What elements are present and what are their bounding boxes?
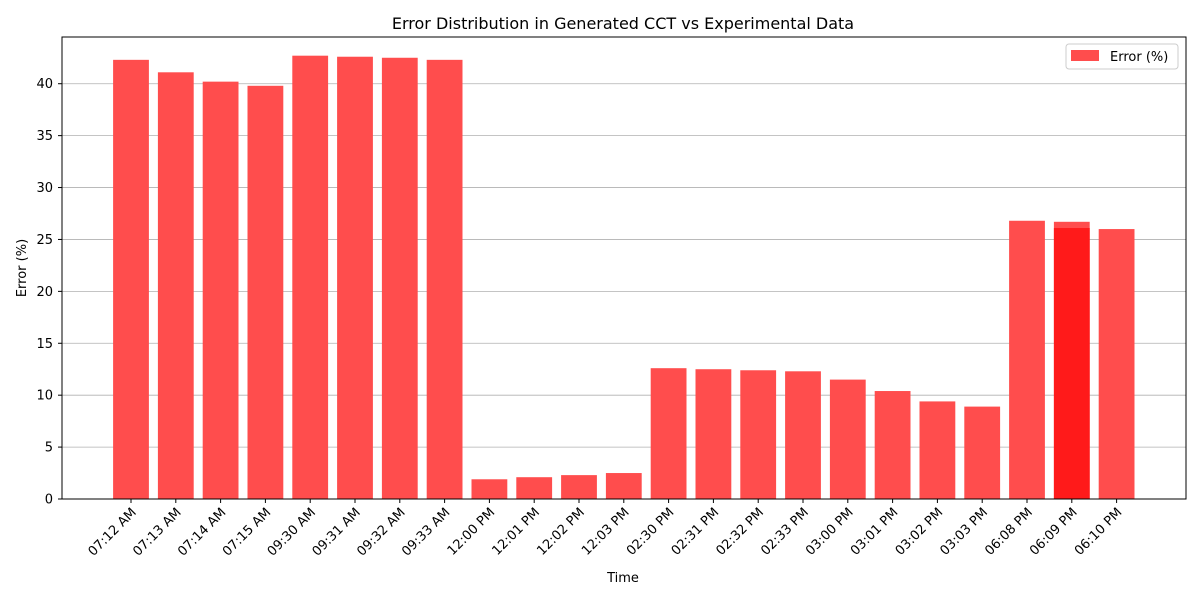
x-tick-label: 06:09 PM (1027, 505, 1080, 558)
y-tick-label: 20 (36, 285, 53, 300)
bar (561, 475, 597, 499)
bar (337, 56, 373, 500)
y-tick-label: 0 (45, 493, 53, 508)
x-tick-label: 03:00 PM (803, 505, 856, 558)
x-tick-label: 03:03 PM (938, 505, 991, 558)
x-axis-label: Time (606, 571, 639, 586)
bar (1098, 229, 1135, 499)
bar (785, 371, 821, 499)
y-axis: 0 5 10 15 20 25 30 35 40 (36, 77, 62, 508)
bar (426, 59, 463, 499)
bar (964, 406, 1001, 499)
y-tick-label: 40 (36, 77, 53, 92)
y-axis-label: Error (%) (15, 239, 30, 297)
y-tick-label: 25 (36, 233, 53, 248)
bar (1009, 220, 1045, 500)
bar (650, 368, 687, 499)
x-tick-label: 02:32 PM (714, 505, 767, 558)
bar (605, 473, 642, 499)
y-tick-label: 5 (45, 441, 53, 456)
bar (292, 55, 329, 499)
x-tick-label: 03:02 PM (893, 505, 946, 558)
x-tick-label: 03:01 PM (848, 505, 901, 558)
bars (113, 55, 1135, 500)
bar (695, 369, 732, 499)
bar (113, 59, 149, 499)
legend: Error (%) (1065, 43, 1179, 70)
chart-title: Error Distribution in Generated CCT vs E… (392, 14, 854, 33)
x-tick-label: 06:10 PM (1072, 505, 1125, 558)
y-tick-label: 15 (36, 337, 53, 352)
bar (471, 479, 508, 499)
bar (516, 477, 553, 499)
x-tick-label: 02:31 PM (669, 505, 722, 558)
x-tick-label: 12:02 PM (534, 505, 587, 558)
bar (740, 370, 777, 499)
bar (874, 391, 911, 499)
x-tick-label: 02:33 PM (758, 505, 811, 558)
bar (247, 85, 284, 500)
y-tick-label: 35 (36, 129, 53, 144)
bar (157, 72, 194, 499)
bar (829, 379, 866, 499)
bar (381, 57, 418, 500)
y-tick-label: 10 (36, 389, 53, 404)
legend-swatch (1071, 50, 1099, 61)
y-tick-label: 30 (36, 181, 53, 196)
x-tick-label: 09:33 AM (399, 505, 453, 559)
x-tick-label: 06:08 PM (982, 505, 1035, 558)
x-tick-label: 12:03 PM (579, 505, 632, 558)
bar (919, 401, 956, 499)
bar-overlay (1053, 228, 1090, 499)
x-tick-label: 12:01 PM (490, 505, 543, 558)
x-tick-label: 12:00 PM (445, 505, 498, 558)
legend-label: Error (%) (1110, 50, 1168, 65)
x-tick-label: 02:30 PM (624, 505, 677, 558)
bar (202, 81, 239, 499)
